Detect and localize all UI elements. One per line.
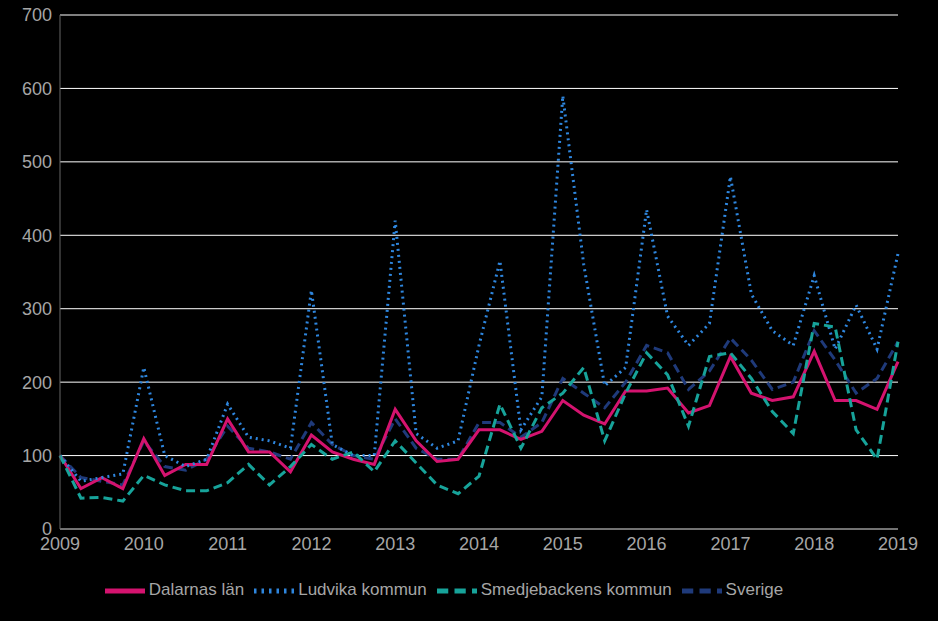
- svg-text:2014: 2014: [459, 534, 499, 554]
- html-text:Sverige: Sverige: [725, 580, 784, 600]
- svg-text:400: 400: [22, 226, 52, 246]
- svg-text:600: 600: [22, 79, 52, 99]
- svg-text:200: 200: [22, 373, 52, 393]
- svg-text:2009: 2009: [40, 533, 80, 554]
- svg-text:2018: 2018: [794, 534, 834, 554]
- html-text:Ludvika kommun: Ludvika kommun: [298, 580, 427, 600]
- svg-text:2015: 2015: [543, 534, 583, 554]
- svg-text:2012: 2012: [291, 534, 331, 554]
- html-text:Dalarnas län: Dalarnas län: [148, 580, 245, 600]
- html-text:Smedjebackens kommun: Smedjebackens kommun: [480, 580, 672, 600]
- svg-text:2017: 2017: [710, 534, 750, 554]
- svg-text:2016: 2016: [627, 534, 667, 554]
- svg-text:2011: 2011: [208, 534, 247, 554]
- svg-text:500: 500: [22, 152, 52, 172]
- svg-text:2010: 2010: [124, 534, 164, 554]
- svg-text:100: 100: [22, 446, 52, 466]
- svg-text:2019: 2019: [878, 534, 918, 554]
- svg-text:0: 0: [42, 519, 52, 539]
- svg-text:2013: 2013: [375, 534, 415, 554]
- svg-text:700: 700: [22, 5, 52, 25]
- svg-text:300: 300: [22, 299, 52, 319]
